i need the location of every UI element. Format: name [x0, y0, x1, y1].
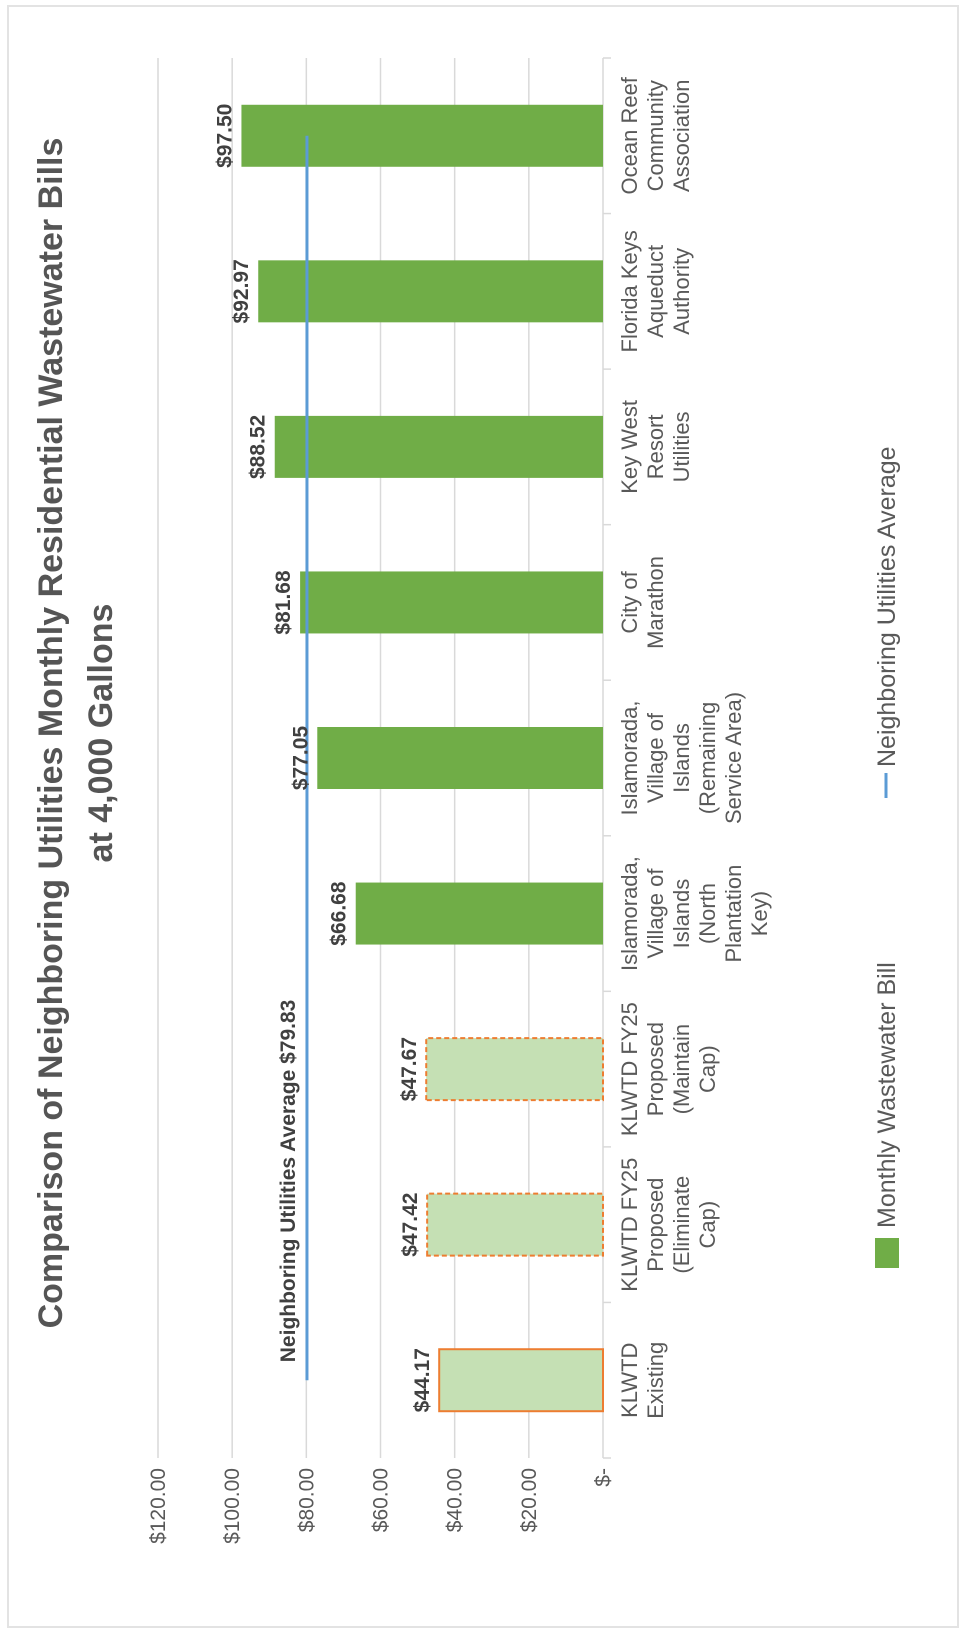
category-label: City ofMarathon — [617, 556, 668, 649]
chart-title: Comparison of Neighboring Utilities Mont… — [32, 138, 70, 1329]
y-tick-label: $80.00 — [295, 1468, 318, 1532]
category-label: Islamorada,Village ofIslands(RemainingSe… — [617, 692, 746, 824]
bar — [317, 727, 603, 789]
data-label: $92.97 — [230, 259, 253, 323]
y-tick-label: $100.00 — [221, 1468, 244, 1544]
legend-swatch-bar — [875, 1238, 899, 1268]
data-label: $81.68 — [272, 570, 295, 635]
category-label: Ocean ReefCommunityAssociation — [617, 76, 694, 194]
bar — [274, 415, 603, 478]
y-tick-label: $120.00 — [147, 1468, 170, 1544]
data-label: $44.17 — [411, 1348, 434, 1412]
data-label: $77.05 — [289, 726, 312, 791]
category-label: KLWTD FY25Proposed(EliminateCap) — [617, 1158, 720, 1292]
data-label: $88.52 — [247, 415, 270, 479]
category-label: KLWTD FY25Proposed(MaintainCap) — [617, 1002, 720, 1136]
chart-subtitle: at 4,000 Gallons — [82, 604, 120, 863]
y-tick-label: $60.00 — [370, 1468, 393, 1532]
bar — [426, 1192, 605, 1257]
bar — [300, 571, 603, 634]
y-tick-label: $- — [592, 1468, 615, 1487]
legend-label-line: Neighboring Utilities Average — [873, 446, 901, 767]
bar — [355, 882, 603, 945]
y-tick-label: $40.00 — [444, 1468, 467, 1532]
data-label: $66.68 — [328, 881, 351, 946]
bar — [258, 260, 603, 323]
bar — [438, 1348, 604, 1413]
bar — [241, 104, 603, 167]
average-label: Neighboring Utilities Average $79.83 — [277, 1000, 300, 1363]
category-label: Key WestResortUtilities — [617, 400, 694, 494]
bar — [425, 1037, 604, 1102]
data-label: $47.67 — [398, 1037, 421, 1101]
category-label: Florida KeysAqueductAuthority — [617, 230, 694, 352]
category-label: KLWTDExisting — [617, 1342, 668, 1419]
y-tick-label: $20.00 — [518, 1468, 541, 1532]
data-label: $47.42 — [399, 1193, 422, 1257]
data-label: $97.50 — [213, 104, 236, 168]
category-label: Islamorada,Village ofIslands(NorthPlanta… — [617, 856, 772, 971]
legend-label-bar: Monthly Wastewater Bill — [873, 962, 901, 1228]
